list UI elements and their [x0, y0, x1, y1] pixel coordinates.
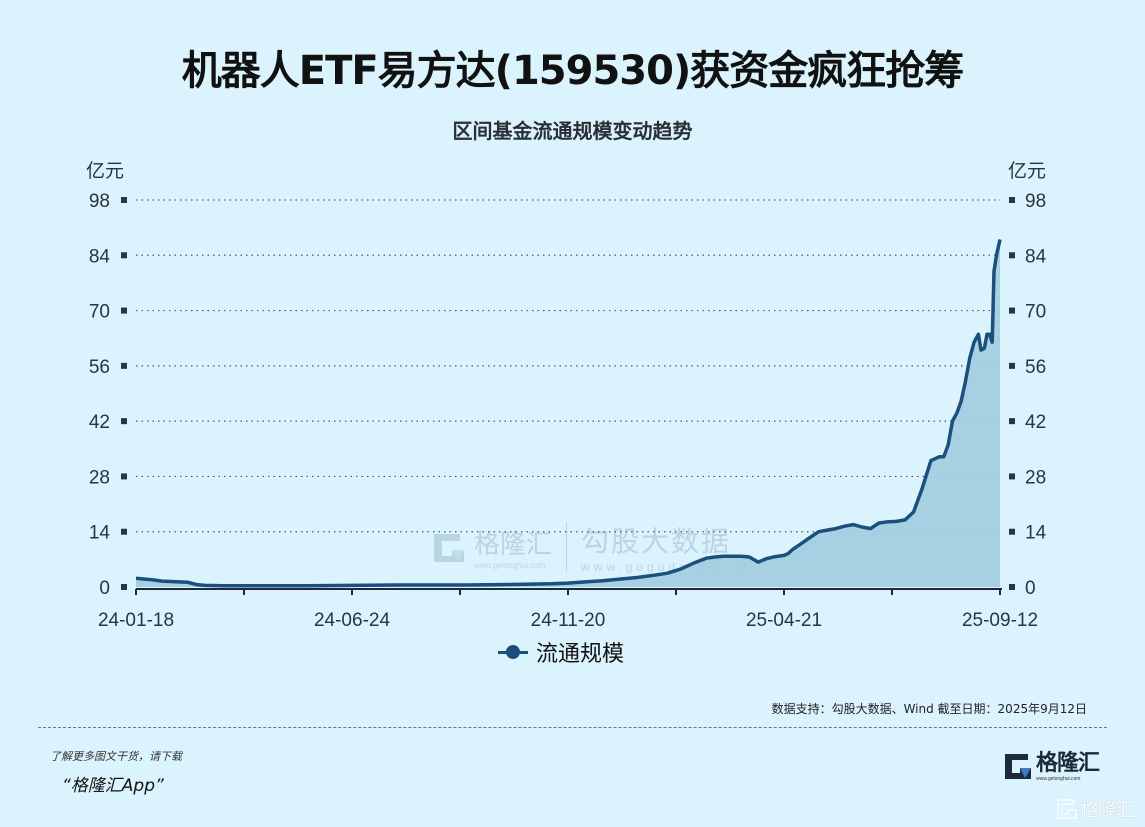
series-line	[135, 239, 1002, 588]
y-tick-left: 0	[99, 578, 110, 599]
x-tick-label: 25-09-12	[962, 610, 1038, 631]
y-tick-right: 14	[1025, 523, 1047, 544]
area-fill	[136, 239, 1000, 587]
legend-label: 流通规模	[536, 642, 625, 667]
gelonghui-logo-icon	[1005, 754, 1031, 779]
chart-subtitle: 区间基金流通规模变动趋势	[452, 119, 693, 143]
y-tick-right: 0	[1025, 578, 1036, 599]
y-tick-right: 42	[1025, 412, 1046, 433]
y-tick-left: 84	[89, 246, 111, 267]
brand-url: www.gelonghui.com	[1036, 776, 1081, 782]
y-tick-left: 56	[89, 357, 110, 378]
x-tick-label: 24-11-20	[531, 610, 606, 631]
y-tick-left: 98	[89, 191, 110, 212]
chart-title: 机器人ETF易方达(159530)获资金疯狂抢筹	[181, 48, 965, 94]
watermark-separator	[566, 522, 568, 572]
y-tick-right: 84	[1025, 246, 1047, 267]
gelonghui-corner-logo-icon	[1057, 798, 1077, 819]
y-tick-right: 56	[1025, 357, 1046, 378]
y-tick-right: 70	[1025, 302, 1046, 323]
y-tick-left: 14	[89, 523, 111, 544]
watermark-brand-url: www.gelonghui.com	[474, 561, 546, 570]
legend[interactable]: 流通规模	[498, 636, 624, 668]
watermark-gogu-name: 勾股大数据	[581, 525, 732, 558]
y-tick-left: 42	[89, 412, 110, 433]
brand-logo: 格隆汇 www.gelonghui.com	[1004, 751, 1100, 782]
y-tick-right: 28	[1025, 467, 1046, 488]
left-axis-unit: 亿元	[86, 160, 124, 182]
gelonghui-logo-icon	[434, 534, 464, 562]
right-axis-unit: 亿元	[1008, 160, 1046, 182]
grid-lines: 0 0 14 14 28 28 42 42 56 56 70 70 84 84 98 98	[89, 191, 1047, 599]
footer-divider	[38, 727, 1107, 728]
brand-name: 格隆汇	[1036, 751, 1100, 776]
corner-brand: 格隆汇	[1080, 799, 1135, 821]
x-tick-label: 24-06-24	[314, 610, 390, 631]
promo-text: 了解更多图文干货，请下载	[50, 750, 182, 763]
legend-line-marker-icon	[498, 645, 528, 659]
corner-watermark: 格隆汇	[1057, 795, 1135, 822]
x-tick-label: 25-04-21	[746, 610, 822, 631]
data-source: 数据支持：勾股大数据、Wind 截至日期：2025年9月12日	[771, 702, 1087, 716]
y-tick-left: 70	[89, 302, 110, 323]
watermark-brand: 格隆汇	[474, 530, 553, 560]
x-tick-label: 24-01-18	[98, 610, 174, 631]
promo-app-name: “格隆汇App”	[62, 776, 164, 796]
x-axis: 24-01-18 24-06-24 24-11-20 25-04-21 25-09-12	[98, 588, 1038, 631]
y-tick-left: 28	[89, 467, 110, 488]
watermark-gelonghui: 格隆汇 www.gelonghui.com	[430, 524, 552, 570]
y-tick-right: 98	[1025, 191, 1046, 212]
